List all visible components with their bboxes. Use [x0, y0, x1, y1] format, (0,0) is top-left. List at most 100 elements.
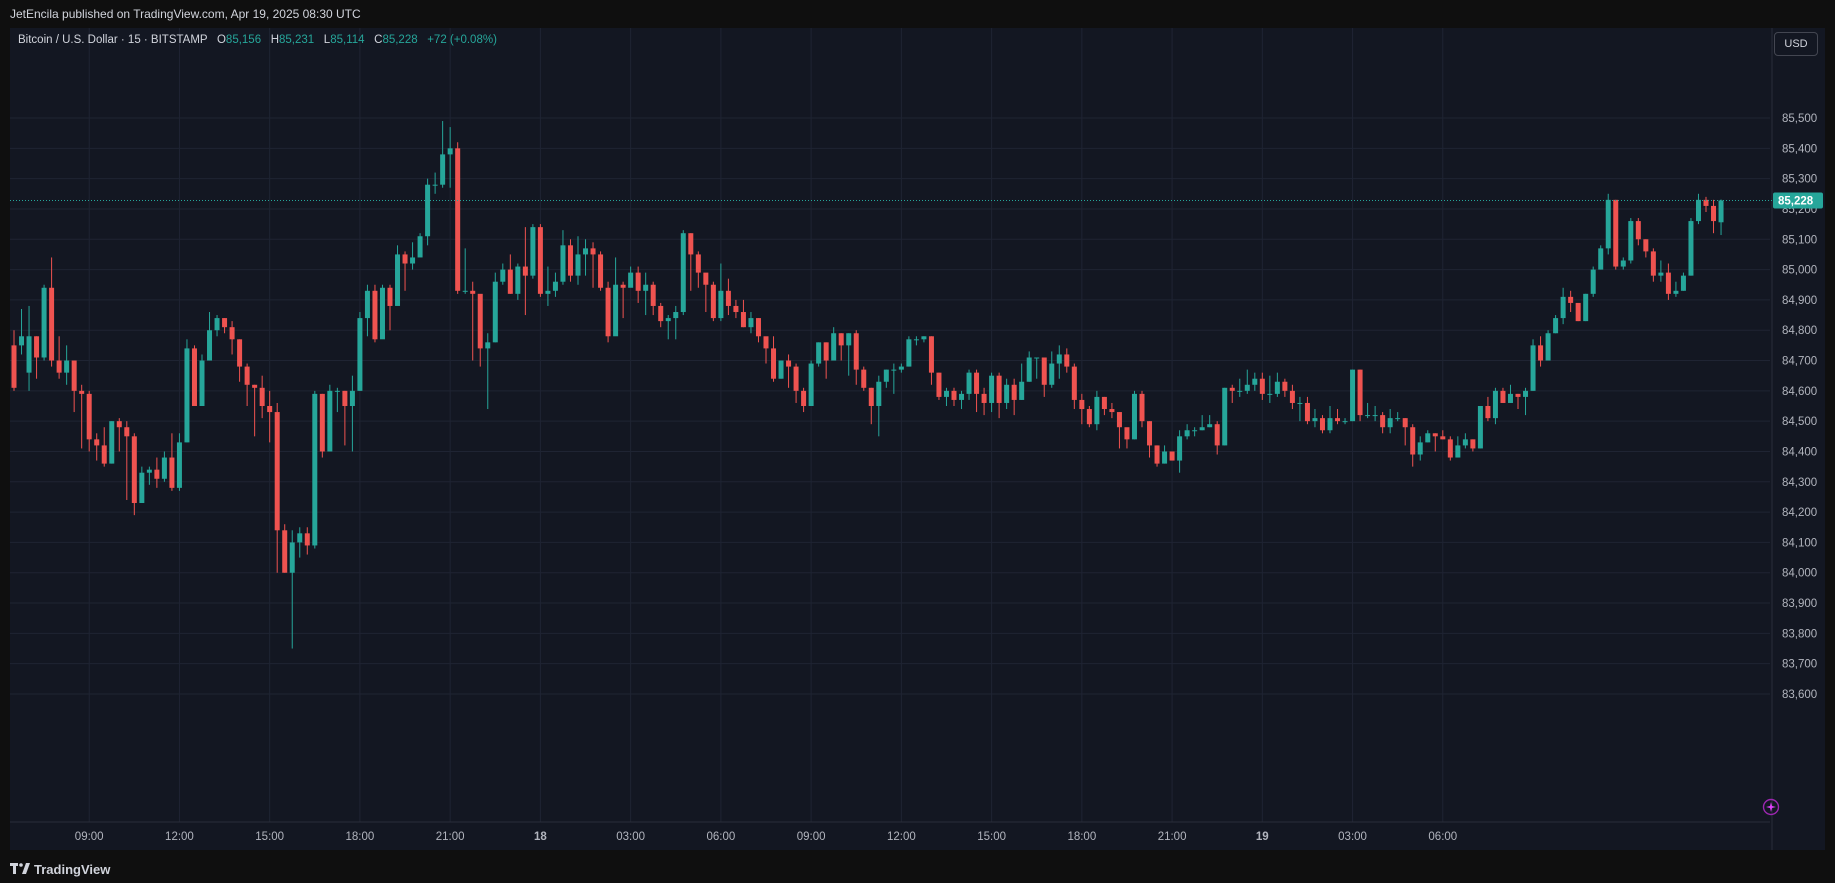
candle-body: [1101, 396, 1107, 410]
candle-body: [583, 248, 589, 255]
candle-body: [1327, 418, 1333, 431]
chart-area[interactable]: 09:00 12:00 15:00 18:00 21:00 18 03:00 06:00 09:…: [10, 28, 1825, 850]
candle-body: [11, 345, 17, 388]
candle-body: [492, 281, 498, 343]
candle-body: [823, 342, 829, 361]
candle-body: [951, 390, 957, 400]
candle-body: [665, 318, 671, 322]
candle-body: [1207, 424, 1213, 428]
x-tick-label: 03:00: [1338, 831, 1367, 843]
candlestick-chart[interactable]: 09:00 12:00 15:00 18:00 21:00 18 03:00 06:00 09:…: [10, 28, 1825, 850]
candle-body: [1252, 378, 1258, 385]
candle-body: [695, 254, 701, 273]
candle-body: [959, 393, 965, 400]
candle-body: [1056, 354, 1062, 364]
y-tick-label: 84,800: [1782, 325, 1817, 337]
sparkle-icon[interactable]: [1762, 798, 1780, 816]
candle-body: [244, 366, 250, 385]
candle-body: [1011, 384, 1017, 400]
candle-body: [1425, 433, 1431, 443]
candle-body: [1470, 439, 1476, 449]
candle-body: [86, 393, 92, 440]
y-tick-label: 84,200: [1782, 507, 1817, 519]
candle-body: [545, 290, 551, 294]
currency-button[interactable]: USD: [1774, 32, 1818, 56]
candle-body: [41, 287, 47, 358]
candle-body: [1447, 439, 1453, 458]
candle-body: [598, 254, 604, 288]
candle-body: [552, 281, 558, 291]
candle-body: [425, 184, 431, 237]
candle-body: [1064, 354, 1070, 367]
candle-body: [342, 390, 348, 406]
candle-body: [1372, 415, 1378, 417]
candle-body: [297, 533, 303, 543]
candle-body: [913, 339, 919, 341]
x-tick-label: 18:00: [1067, 831, 1096, 843]
candle-body: [1477, 406, 1483, 449]
candle-body: [1049, 363, 1055, 385]
candle-body: [349, 390, 355, 406]
candle-body: [334, 390, 340, 392]
candle-body: [605, 287, 611, 337]
footer-brand[interactable]: TradingView: [34, 861, 111, 877]
candle-body: [49, 287, 55, 361]
y-tick-label: 84,100: [1782, 537, 1817, 549]
candle-body: [1139, 393, 1145, 422]
candle-body: [635, 272, 641, 291]
candle-body: [372, 290, 378, 340]
candle-body: [289, 542, 295, 573]
candle-body: [1598, 248, 1604, 270]
open-label: O: [216, 34, 226, 46]
candle-body: [567, 245, 573, 276]
candle-body: [1297, 402, 1303, 404]
candle-body: [1041, 357, 1047, 385]
candle-body: [680, 233, 686, 313]
candle-body: [733, 305, 739, 313]
candle-body: [613, 284, 619, 337]
candle-body: [1124, 427, 1130, 440]
candle-body: [1605, 199, 1611, 249]
candle-body: [1350, 369, 1356, 422]
candle-body: [1711, 205, 1717, 222]
candle-body: [590, 248, 596, 255]
candle-body: [184, 348, 190, 443]
candle-body: [214, 318, 220, 331]
candle-body: [1432, 433, 1438, 437]
candle-body: [620, 284, 626, 288]
candle-body: [853, 333, 859, 370]
candle-body: [1244, 384, 1250, 391]
footer: TradingView: [0, 855, 1835, 883]
candle-body: [1688, 221, 1694, 276]
candle-body: [447, 148, 453, 155]
candle-body: [477, 293, 483, 349]
candle-body: [1237, 390, 1243, 392]
x-tick-label: 15:00: [255, 831, 284, 843]
candle-body: [1500, 390, 1506, 403]
candle-body: [1214, 424, 1220, 446]
candle-body: [801, 390, 807, 406]
high-value: 85,231: [279, 34, 315, 46]
candle-body: [1357, 369, 1363, 416]
candle-body: [786, 360, 792, 367]
candle-body: [883, 369, 889, 382]
candle-body: [124, 427, 130, 437]
candle-body: [357, 318, 363, 391]
candle-body: [1131, 393, 1137, 440]
candle-body: [981, 393, 987, 403]
candle-body: [237, 339, 243, 367]
candle-body: [1568, 296, 1574, 303]
y-tick-label: 85,400: [1782, 143, 1817, 155]
candle-body: [1289, 390, 1295, 403]
candle-body: [808, 363, 814, 406]
y-tick-label: 84,700: [1782, 356, 1817, 368]
candle-body: [1071, 366, 1077, 400]
tradingview-logo-icon[interactable]: [10, 863, 30, 875]
candle-body: [304, 533, 310, 546]
candle-body: [1094, 396, 1100, 425]
candle-body: [191, 348, 197, 406]
candle-body: [560, 245, 566, 282]
candle-body: [1658, 272, 1664, 276]
y-tick-label: 84,900: [1782, 295, 1817, 307]
y-tick-label: 85,300: [1782, 174, 1817, 186]
